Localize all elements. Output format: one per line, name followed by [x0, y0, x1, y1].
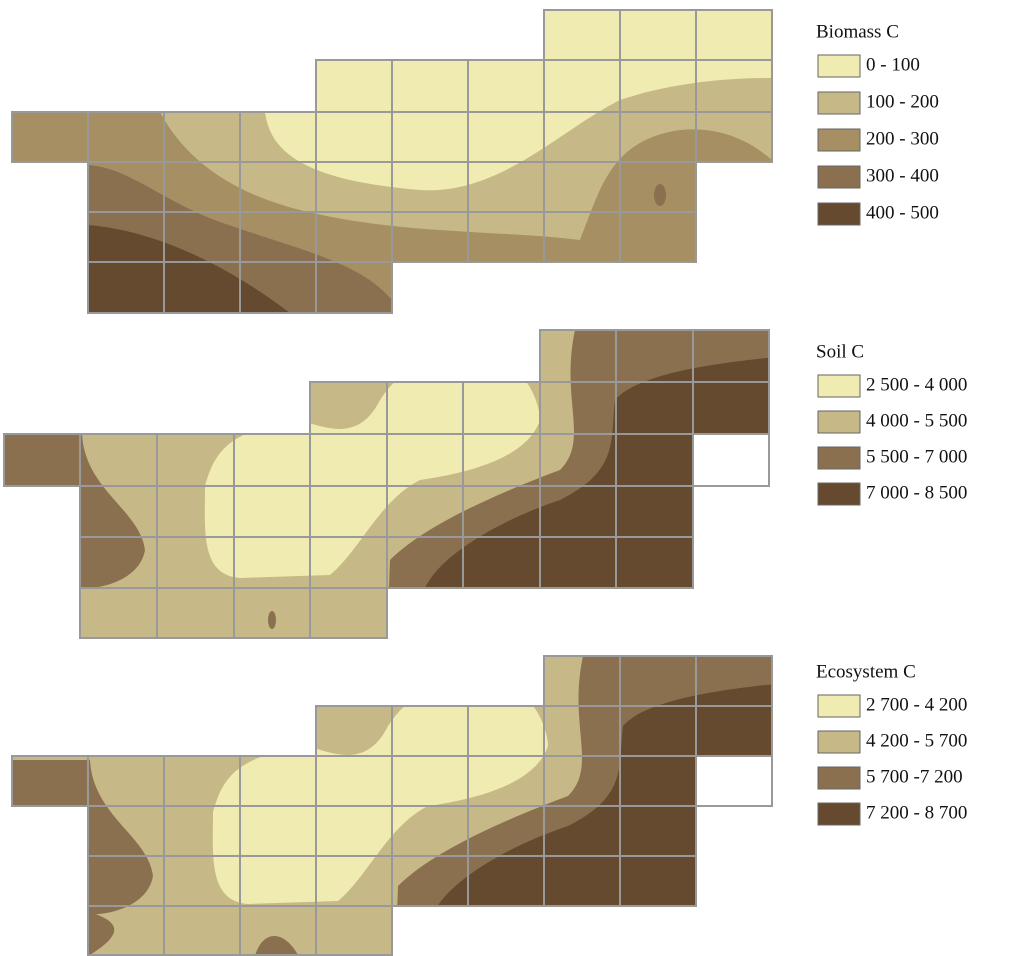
legend-label: 7 000 - 8 500 [866, 482, 967, 503]
zone [212, 680, 549, 904]
legend-label: 2 500 - 4 000 [866, 374, 967, 395]
legend-swatch [817, 165, 861, 189]
legend-swatch [817, 410, 861, 434]
legend-swatch [817, 91, 861, 115]
biomass-map [12, 10, 772, 313]
legend-label: 300 - 400 [866, 165, 939, 186]
grid-cell [692, 433, 770, 487]
legend-swatch [817, 202, 861, 226]
legend-label: 4 200 - 5 700 [866, 730, 967, 751]
grid-cell [619, 211, 697, 263]
legend-swatch [817, 766, 861, 790]
grid-cell [695, 755, 773, 807]
legend-label: 2 700 - 4 200 [866, 694, 967, 715]
legend-title: Ecosystem C [816, 661, 916, 682]
legend-label: 5 700 -7 200 [866, 766, 963, 787]
legend-label: 100 - 200 [866, 91, 939, 112]
legend-label: 400 - 500 [866, 202, 939, 223]
zone [253, 936, 303, 956]
legend-swatch [817, 482, 861, 506]
legend-title: Soil C [816, 341, 864, 362]
grid-cell [315, 261, 393, 314]
ecosystem-map [12, 656, 772, 956]
legend-label: 4 000 - 5 500 [866, 410, 967, 431]
zone [268, 611, 276, 629]
zone [204, 354, 541, 578]
legend-swatch [817, 730, 861, 754]
grid [3, 9, 773, 956]
zone [654, 184, 666, 206]
grid-cell [315, 905, 393, 956]
grid-cell [695, 111, 773, 163]
legend-label: 5 500 - 7 000 [866, 446, 967, 467]
legends: Biomass C 0 - 100 100 - 200 200 - 300 300 - … [816, 21, 967, 826]
legend-label: 200 - 300 [866, 128, 939, 149]
grid-cell [615, 536, 694, 589]
legend-title: Biomass C [816, 21, 899, 42]
legend-label: 7 200 - 8 700 [866, 802, 967, 823]
legend-swatch [817, 694, 861, 718]
grid-cell [309, 587, 388, 639]
grid-cell [619, 855, 697, 907]
legend-swatch [817, 374, 861, 398]
legend-swatch [817, 128, 861, 152]
legend-label: 0 - 100 [866, 54, 920, 75]
legend-swatch [817, 446, 861, 470]
legend-swatch [817, 802, 861, 826]
legend-swatch [817, 54, 861, 78]
